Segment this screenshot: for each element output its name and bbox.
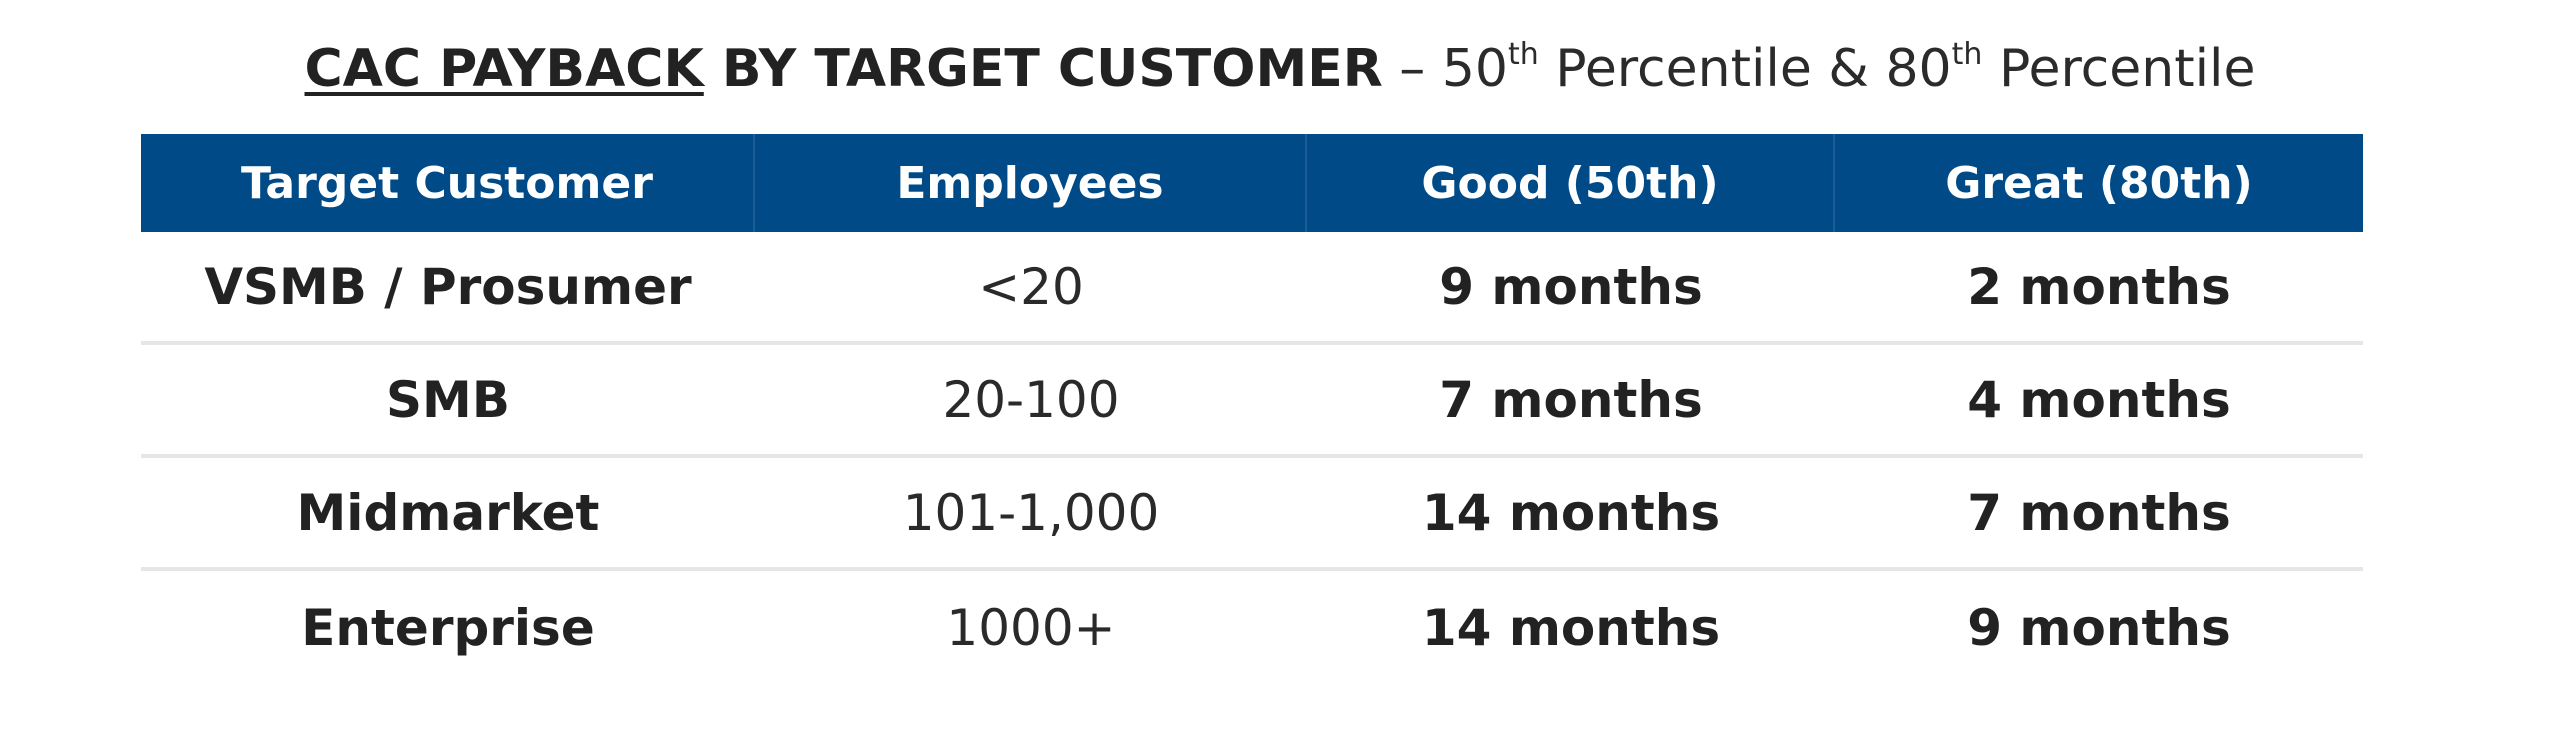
cell-employees: 20-100 <box>942 370 1120 429</box>
page-title: CAC PAYBACK BY TARGET CUSTOMER – 50th Pe… <box>0 36 2560 102</box>
cell-target-customer: VSMB / Prosumer <box>204 257 692 316</box>
title-percentile-80: Percentile & 80 <box>1538 39 1952 99</box>
title-sup-th-2: th <box>1951 37 1983 72</box>
cell-target-customer: Midmarket <box>296 483 600 542</box>
header-employees: Employees <box>755 134 1307 232</box>
table-row: SMB 20-100 7 months 4 months <box>141 345 2363 458</box>
cell-good-50th: 7 months <box>1439 370 1703 429</box>
title-sup-th-1: th <box>1508 37 1539 72</box>
title-dash-50: – 50 <box>1382 39 1508 99</box>
cell-good-50th: 9 months <box>1439 257 1703 316</box>
cell-great-80th: 4 months <box>1967 370 2231 429</box>
cell-employees: 1000+ <box>946 598 1116 657</box>
table-row: Enterprise 1000+ 14 months 9 months <box>141 571 2363 684</box>
cell-great-80th: 2 months <box>1967 257 2231 316</box>
header-great-80th: Great (80th) <box>1945 157 2253 209</box>
title-percentile-end: Percentile <box>1982 39 2256 99</box>
table-row: Midmarket 101-1,000 14 months 7 months <box>141 458 2363 571</box>
cell-employees: <20 <box>978 257 1084 316</box>
header-good-50th: Good (50th) <box>1307 134 1835 232</box>
cell-target-customer: SMB <box>386 370 510 429</box>
table-row: VSMB / Prosumer <20 9 months 2 months <box>141 232 2363 345</box>
cell-great-80th: 9 months <box>1967 598 2231 657</box>
cac-payback-table: Target Customer Employees Good (50th) Gr… <box>141 134 2363 684</box>
cell-great-80th: 7 months <box>1967 483 2231 542</box>
cell-employees: 101-1,000 <box>902 483 1160 542</box>
table-header-row: Target Customer Employees Good (50th) Gr… <box>141 134 2363 232</box>
cell-target-customer: Enterprise <box>301 598 595 657</box>
cell-good-50th: 14 months <box>1421 598 1721 657</box>
header-target-customer: Target Customer <box>141 134 755 232</box>
title-cac-payback: CAC PAYBACK <box>304 39 704 99</box>
cell-good-50th: 14 months <box>1421 483 1721 542</box>
title-by-target-customer: BY TARGET CUSTOMER <box>703 39 1383 99</box>
